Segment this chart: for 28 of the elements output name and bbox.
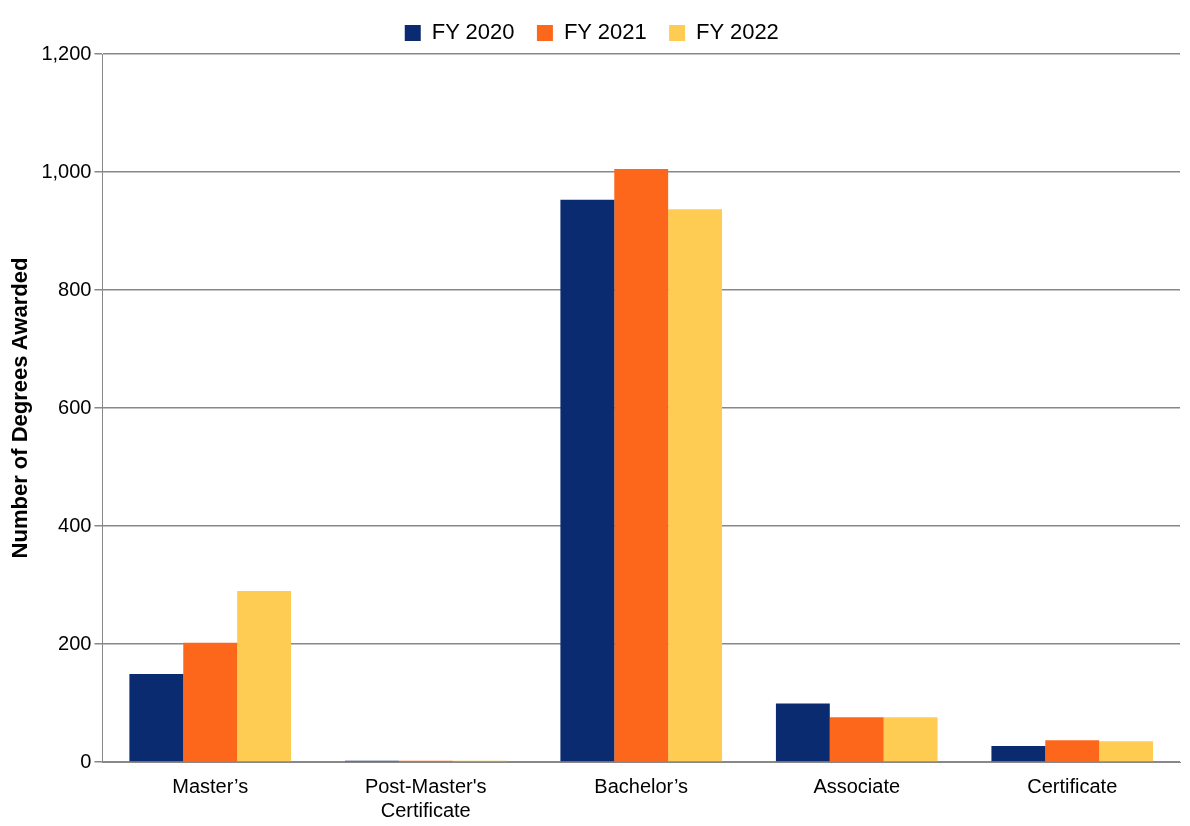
x-tick-label: Post-Master's Certificate — [364, 774, 487, 821]
y-axis-title: Number of Degrees Awarded — [7, 257, 33, 559]
y-tick-label: 0 — [80, 749, 92, 772]
legend-label: FY 2021 — [563, 19, 647, 45]
x-tick-label: Certificate — [1027, 774, 1118, 797]
bar — [560, 199, 615, 762]
x-tick-label: Bachelor’s — [594, 774, 689, 797]
bar — [183, 642, 238, 762]
y-tick-label: 200 — [58, 631, 92, 654]
y-tick-label: 800 — [58, 277, 92, 300]
bar — [614, 169, 669, 762]
bar — [237, 590, 292, 762]
bar — [775, 703, 830, 762]
y-tick-label: 1,200 — [41, 41, 92, 64]
bar — [129, 674, 184, 762]
bar — [668, 209, 723, 762]
x-tick-label: Master’s — [172, 774, 249, 797]
y-tick-label: 1,000 — [41, 159, 92, 182]
x-tick-label: Associate — [813, 774, 901, 797]
bar — [1045, 740, 1100, 762]
bar — [991, 746, 1046, 762]
y-tick-label: 600 — [58, 395, 92, 418]
legend-label: FY 2020 — [431, 19, 515, 45]
bar — [883, 717, 938, 762]
y-tick-label: 400 — [58, 513, 92, 536]
legend-label: FY 2022 — [696, 19, 779, 45]
bar — [1099, 741, 1154, 762]
bar — [829, 717, 884, 762]
